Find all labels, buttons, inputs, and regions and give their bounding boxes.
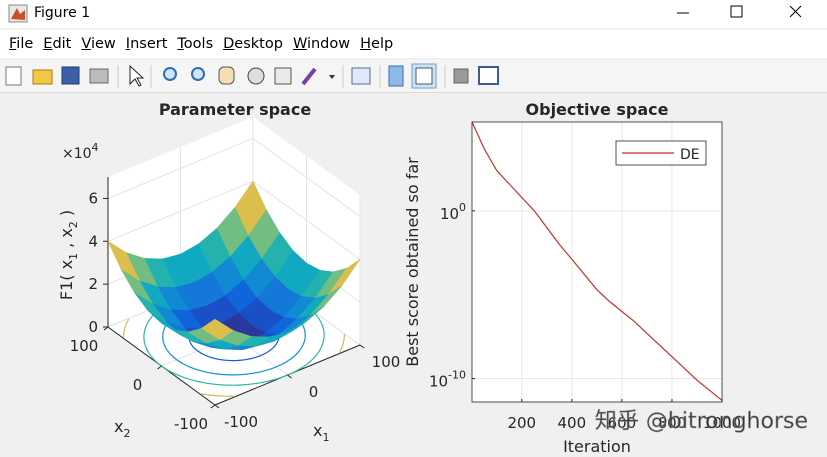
z-axis-label-subscript: 2 (67, 221, 80, 228)
pan-icon[interactable] (218, 66, 235, 85)
y-tick (210, 404, 216, 409)
y-tick-exponent: -10 (448, 369, 466, 382)
x-axis-label-subscript: 1 (322, 431, 329, 444)
brush-icon[interactable] (301, 67, 317, 86)
y-tick-label: -100 (174, 415, 208, 433)
series-line (472, 122, 722, 401)
z-axis-label-part: F1( x (57, 260, 76, 300)
y-tick-label: 100 (440, 201, 466, 223)
x-axis-label-part: x (313, 421, 322, 440)
y-tick-label: 10-10 (429, 369, 466, 391)
open-icon[interactable] (32, 69, 53, 85)
new-icon[interactable] (5, 66, 22, 86)
menu-item[interactable]: File (9, 36, 34, 52)
y-axis-label: x2 (114, 417, 130, 440)
y-tick-exponent: 0 (459, 201, 466, 214)
save-icon[interactable] (61, 66, 80, 85)
y-tick-base: 10 (440, 205, 459, 223)
y-tick (157, 365, 162, 370)
x-tick (287, 374, 292, 379)
menu-item[interactable]: Tools (177, 36, 214, 52)
contour-line (123, 318, 130, 338)
z-scale-label: ×104 (62, 141, 99, 162)
x-tick-label: 100 (372, 353, 401, 371)
z-scale-exponent: 4 (92, 141, 99, 154)
x-tick-label: 0 (309, 383, 319, 401)
z-axis-label-subscript: 1 (67, 253, 80, 260)
legend-icon[interactable] (415, 67, 433, 85)
x-tick-label: 600 (608, 414, 637, 432)
x-tick-label: 800 (658, 414, 687, 432)
watermark: 知乎 @bitronghorse (595, 409, 808, 434)
app-icon-mark (11, 8, 25, 20)
z-tick-label: 0 (88, 318, 98, 336)
toolbar-icons (5, 63, 499, 89)
x-axis-label: Iteration (563, 437, 631, 456)
z-tick-label: 6 (88, 189, 98, 207)
menu-bar: File Edit View Insert Tools Desktop Window Help (0, 30, 827, 58)
pointer-icon[interactable] (129, 64, 145, 87)
x-tick-label: 400 (558, 414, 587, 432)
y-axis-label-subscript: 2 (123, 427, 130, 440)
x-tick-label: -100 (224, 413, 258, 431)
chart-title: Objective space (526, 100, 669, 119)
close-button[interactable] (789, 5, 802, 18)
y-axis-label: Best score obtained so far (403, 157, 422, 367)
x-tick (359, 344, 365, 349)
menu-item[interactable]: View (81, 36, 116, 52)
axes-box (471, 121, 723, 403)
rotate-icon[interactable] (247, 67, 265, 85)
print-icon[interactable] (89, 68, 109, 84)
toolbar (0, 60, 827, 93)
window-title: Figure 1 (34, 5, 91, 21)
z-axis-label-part: , x (57, 228, 76, 253)
maximize-button[interactable] (730, 5, 743, 18)
y-tick-label: 0 (133, 376, 143, 394)
menu-item[interactable]: Window (292, 36, 351, 52)
dock-icon[interactable] (478, 66, 499, 85)
chart-title: Parameter space (159, 100, 312, 119)
menu-item[interactable]: Desktop (223, 36, 283, 52)
title-bar: Figure 1 (0, 0, 827, 28)
y-axis-label-part: x (114, 417, 123, 436)
title-icons (8, 4, 802, 23)
z-axis-label: F1( x1 , x2 ) (57, 210, 80, 300)
zoom-out-icon[interactable] (191, 67, 205, 81)
dropdown-icon[interactable] (329, 75, 335, 79)
z-scale-base: ×10 (62, 146, 92, 162)
contour-line (338, 334, 345, 354)
menu-item[interactable]: Insert (125, 36, 168, 52)
legend-label: DE (680, 147, 700, 163)
x-tick (214, 404, 220, 409)
link-icon[interactable] (351, 67, 371, 85)
x-tick-label: 1000 (703, 414, 741, 432)
datatip-icon[interactable] (274, 67, 292, 85)
y-tick-label: 100 (70, 337, 99, 355)
z-axis-label-part: ) (57, 210, 76, 221)
z-tick-label: 2 (88, 275, 98, 293)
colorbar-icon[interactable] (388, 65, 404, 87)
x-axis-label: x1 (313, 421, 329, 444)
contour-line (200, 393, 235, 397)
y-tick (103, 326, 109, 331)
zoom-in-icon[interactable] (163, 67, 177, 81)
menu-item[interactable]: Edit (43, 36, 72, 52)
y-tick-base: 10 (429, 373, 448, 391)
menu-item[interactable]: Help (360, 36, 394, 52)
surface-patch (201, 318, 234, 340)
hide-tools-icon[interactable] (453, 68, 469, 84)
plot-area (472, 122, 722, 402)
z-tick-label: 4 (88, 232, 98, 250)
x-tick-label: 200 (507, 414, 536, 432)
